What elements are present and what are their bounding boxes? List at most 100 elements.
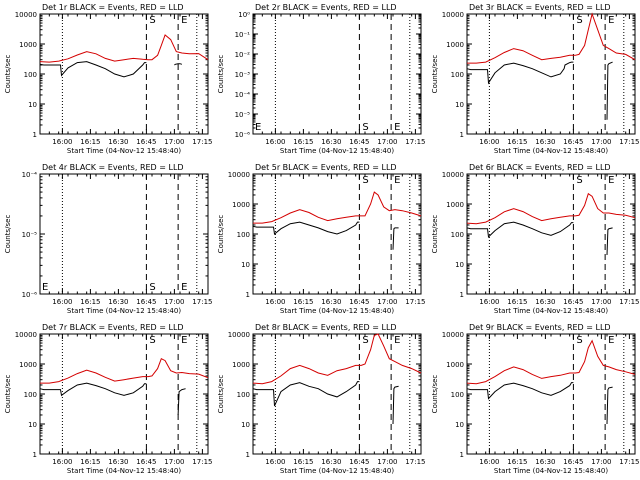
y-tick-label: 100: [24, 71, 37, 79]
x-tick-label: 17:15: [405, 298, 425, 306]
events-series-line: [177, 388, 186, 416]
chart-panel-8: Det 8r BLACK = Events, RED = LLD 1 10 100 10…: [217, 323, 425, 475]
x-tick-label: 16:15: [507, 298, 527, 306]
x-tick-label: 17:15: [192, 298, 212, 306]
x-tick-label: 16:15: [80, 138, 100, 146]
start-marker-label: S: [576, 335, 582, 346]
y-tick-label: 1000: [232, 201, 250, 209]
x-tick-label: 17:00: [164, 298, 184, 306]
x-tick-label: 16:00: [52, 138, 72, 146]
y-tick-label: 10000: [442, 331, 464, 339]
x-tick-label: 17:00: [377, 298, 397, 306]
events-series-line: [174, 63, 183, 66]
chart-panel-9: Det 9r BLACK = Events, RED = LLD 1 10 100 10…: [431, 323, 639, 475]
x-tick-label: 17:00: [591, 458, 611, 466]
chart-panel-1: Det 1r BLACK = Events, RED = LLD 1 10 100 10…: [4, 3, 212, 155]
y-tick-label: 10000: [15, 11, 37, 19]
y-tick-label: 10⁻²: [235, 51, 251, 59]
chart-panel-2: Det 2r BLACK = Events, RED = LLD 10⁻⁶ 10⁻⁵…: [217, 3, 425, 155]
x-axis-label: Start Time (04-Nov-12 15:48:40): [494, 467, 608, 475]
y-tick-label: 1: [460, 451, 464, 459]
y-tick-label: 10: [455, 101, 464, 109]
chart-panel-3: Det 3r BLACK = Events, RED = LLD 1 10 100 10…: [431, 3, 639, 155]
lld-series-line: [466, 192, 636, 225]
chart-title: Det 8r BLACK = Events, RED = LLD: [255, 323, 397, 332]
x-tick-label: 16:15: [507, 458, 527, 466]
x-tick-label: 16:45: [563, 458, 583, 466]
events-series-line: [466, 61, 574, 85]
edge-marker-label: E: [255, 122, 261, 133]
y-axis-label: Counts/sec: [217, 55, 225, 94]
events-series-line: [252, 221, 360, 235]
lld-series-line: [252, 333, 422, 385]
x-tick-label: 16:30: [321, 138, 341, 146]
x-axis-label: Start Time (04-Nov-12 15:48:40): [280, 467, 394, 475]
x-tick-label: 16:15: [80, 458, 100, 466]
y-tick-label: 100: [451, 231, 464, 239]
x-axis-label: Start Time (04-Nov-12 15:48:40): [67, 147, 181, 155]
y-tick-label: 10⁻¹: [235, 31, 251, 39]
x-tick-label: 17:00: [591, 138, 611, 146]
x-tick-label: 17:15: [405, 138, 425, 146]
y-axis-label: Counts/sec: [431, 55, 439, 94]
chart-panel-4: Det 4r BLACK = Events, RED = LLD 10⁻⁶ 10⁻⁵…: [4, 163, 212, 315]
x-axis-label: Start Time (04-Nov-12 15:48:40): [67, 467, 181, 475]
chart-title: Det 3r BLACK = Events, RED = LLD: [469, 3, 611, 12]
y-axis-label: Counts/sec: [217, 375, 225, 414]
x-tick-label: 17:00: [164, 458, 184, 466]
y-tick-label: 1: [460, 291, 464, 299]
y-tick-label: 1: [246, 291, 250, 299]
y-tick-label: 1000: [446, 361, 464, 369]
edge-marker-label: E: [42, 282, 48, 293]
start-marker-label: S: [576, 15, 582, 26]
chart-panel-6: Det 6r BLACK = Events, RED = LLD 1 10 100 10…: [431, 163, 639, 315]
lld-series-line: [39, 34, 209, 63]
end-marker-label: E: [608, 175, 614, 186]
chart-title: Det 1r BLACK = Events, RED = LLD: [42, 3, 184, 12]
y-tick-label: 1: [460, 131, 464, 139]
x-tick-label: 16:30: [108, 138, 128, 146]
x-tick-label: 16:30: [535, 138, 555, 146]
x-tick-label: 16:15: [293, 138, 313, 146]
lld-series-line: [466, 339, 636, 385]
x-tick-label: 16:00: [52, 298, 72, 306]
events-series-line: [392, 227, 399, 250]
x-tick-label: 16:15: [507, 138, 527, 146]
x-tick-label: 17:00: [164, 138, 184, 146]
x-tick-label: 16:30: [108, 458, 128, 466]
x-tick-label: 17:15: [619, 138, 639, 146]
y-tick-label: 100: [24, 391, 37, 399]
events-series-line: [466, 221, 574, 238]
y-tick-label: 10⁻⁴: [235, 91, 251, 99]
y-axis-label: Counts/sec: [4, 215, 12, 254]
x-axis-label: Start Time (04-Nov-12 15:48:40): [67, 307, 181, 315]
x-tick-label: 16:00: [265, 138, 285, 146]
x-tick-label: 17:15: [192, 458, 212, 466]
x-axis-label: Start Time (04-Nov-12 15:48:40): [280, 147, 394, 155]
x-tick-label: 17:15: [619, 298, 639, 306]
y-tick-label: 1: [33, 131, 37, 139]
y-tick-label: 10000: [442, 11, 464, 19]
y-tick-label: 10⁻⁶: [235, 131, 251, 139]
start-marker-label: S: [576, 175, 582, 186]
y-axis-label: Counts/sec: [217, 215, 225, 254]
start-marker-label: S: [149, 335, 155, 346]
end-marker-label: E: [608, 335, 614, 346]
chart-title: Det 5r BLACK = Events, RED = LLD: [255, 163, 397, 172]
end-marker-label: E: [181, 15, 187, 26]
start-marker-label: S: [362, 335, 368, 346]
end-marker-label: E: [181, 282, 187, 293]
y-tick-label: 1000: [19, 41, 37, 49]
y-tick-label: 10000: [228, 171, 250, 179]
y-tick-label: 100: [237, 391, 250, 399]
chart-title: Det 4r BLACK = Events, RED = LLD: [42, 163, 184, 172]
events-series-line: [606, 227, 613, 256]
lld-series-line: [253, 191, 422, 224]
y-tick-label: 1000: [446, 41, 464, 49]
y-tick-label: 10: [455, 421, 464, 429]
y-tick-label: 100: [451, 391, 464, 399]
x-tick-label: 16:30: [535, 298, 555, 306]
x-tick-label: 16:45: [136, 298, 156, 306]
x-axis-label: Start Time (04-Nov-12 15:48:40): [494, 307, 608, 315]
